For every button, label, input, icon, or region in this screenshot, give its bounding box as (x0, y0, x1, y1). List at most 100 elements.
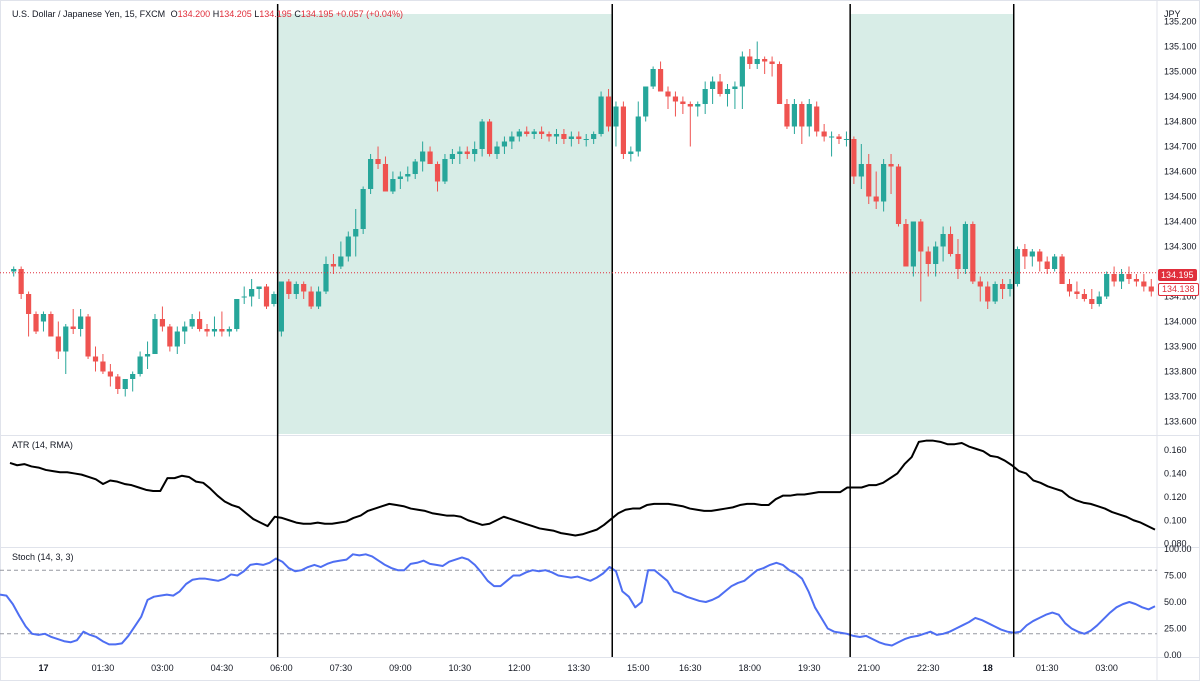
time-tick-label: 01:30 (92, 663, 115, 673)
price-tick-label: 134.500 (1164, 192, 1197, 202)
candle-body (85, 316, 91, 357)
candle-body (962, 224, 969, 269)
price-tick-label: 135.100 (1164, 42, 1197, 52)
highlight-zone (277, 14, 613, 434)
candle-body (501, 141, 508, 147)
candle-body (524, 131, 530, 134)
candle-body (843, 139, 850, 140)
candle-body (353, 229, 359, 237)
stoch-line (0, 553, 1156, 647)
candle-body (152, 319, 158, 354)
candle-body (11, 269, 17, 272)
candle-body (55, 336, 61, 352)
candle-body (784, 104, 790, 127)
candle-body (643, 86, 649, 117)
candle-body (1029, 251, 1035, 257)
highlight-zones (277, 14, 1014, 434)
candle-body (338, 256, 344, 267)
candle-body (1052, 256, 1058, 269)
stoch-label: Stoch (14, 3, 3) (12, 552, 74, 562)
candle-body (226, 329, 232, 332)
price-tick-label: 134.900 (1164, 92, 1197, 102)
candle-body (63, 326, 69, 352)
atr-tick-label: 0.080 (1164, 539, 1187, 549)
candle-body (256, 286, 262, 289)
candle-body (1118, 274, 1125, 282)
highlight-zone (850, 14, 1014, 434)
price-tick-label: 135.200 (1164, 17, 1197, 27)
candle-body (375, 159, 381, 164)
time-tick-label: 17 (38, 663, 48, 673)
candle-body (1126, 274, 1132, 279)
candle-body (25, 294, 32, 314)
atr-tick-label: 0.140 (1164, 468, 1187, 478)
time-tick-label: 07:30 (330, 663, 353, 673)
legend-high-label: H (212, 9, 220, 19)
candle-body (561, 134, 567, 139)
second-price-tag: 134.138 (1158, 283, 1199, 296)
candle-body (955, 254, 961, 269)
legend-low-value: 134.195 (259, 9, 292, 19)
atr-tick-label: 0.120 (1164, 492, 1187, 502)
candle-body (583, 139, 589, 140)
candle-body (895, 166, 902, 224)
atr-tick-label: 0.160 (1164, 445, 1187, 455)
candle-body (903, 224, 909, 267)
time-tick-label: 19:30 (798, 663, 821, 673)
candle-body (650, 69, 656, 87)
time-tick-label: 13:30 (568, 663, 591, 673)
candlestick-series (11, 41, 1154, 397)
candle-body (1111, 274, 1117, 282)
candle-body (137, 356, 143, 374)
candle-body (1081, 294, 1087, 299)
candle-body (933, 246, 939, 264)
candle-body (263, 286, 270, 307)
price-tick-label: 134.400 (1164, 217, 1197, 227)
candle-body (754, 59, 760, 64)
candle-body (509, 136, 515, 142)
atr-axis: 0.160 0.140 0.120 0.100 0.080 (1164, 445, 1187, 549)
candle-body (858, 164, 864, 177)
candle-body (345, 236, 351, 257)
symbol-title: U.S. Dollar / Japanese Yen, 15, FXCM (12, 9, 166, 19)
price-tick-label: 134.600 (1164, 167, 1197, 177)
candle-body (196, 319, 203, 329)
candle-body (397, 176, 403, 179)
candle-body (576, 136, 582, 139)
candle-body (464, 151, 470, 154)
candle-body (1074, 291, 1080, 294)
legend-open-label: O (170, 9, 178, 19)
candle-body (412, 161, 418, 174)
candle-body (390, 179, 396, 192)
candle-body (873, 196, 879, 202)
candle-body (613, 106, 619, 127)
stoch-axis: 100.00 75.00 50.00 25.00 0.00 (0, 544, 1192, 660)
candle-body (144, 354, 151, 357)
price-axis: 135.200 135.100 135.000 134.900 134.800 134.7… (1164, 17, 1197, 427)
candle-body (1066, 284, 1073, 292)
price-tick-label: 134.700 (1164, 142, 1197, 152)
candle-body (1148, 286, 1154, 292)
candle-body (420, 151, 426, 162)
candle-body (382, 164, 389, 192)
candle-body (494, 146, 500, 154)
candle-body (367, 159, 374, 189)
candle-body (539, 131, 545, 134)
candle-body (881, 164, 887, 202)
candle-body (249, 289, 255, 297)
last-price-tag: 134.195 (1158, 269, 1197, 281)
time-axis: 17 01:30 03:00 04:30 06:00 07:30 09:00 10:30 12:… (38, 663, 1117, 673)
price-tick-label: 134.100 (1164, 292, 1197, 302)
candle-body (427, 151, 433, 164)
candle-body (635, 116, 641, 152)
price-tick-label: 133.800 (1164, 367, 1197, 377)
candle-body (330, 264, 337, 267)
candle-body (1141, 281, 1147, 287)
time-tick-label: 22:30 (917, 663, 940, 673)
candle-body (925, 251, 931, 264)
candle-body (546, 134, 552, 137)
candle-body (70, 326, 76, 329)
price-tick-label: 134.300 (1164, 242, 1197, 252)
price-tick-label: 133.600 (1164, 417, 1197, 427)
